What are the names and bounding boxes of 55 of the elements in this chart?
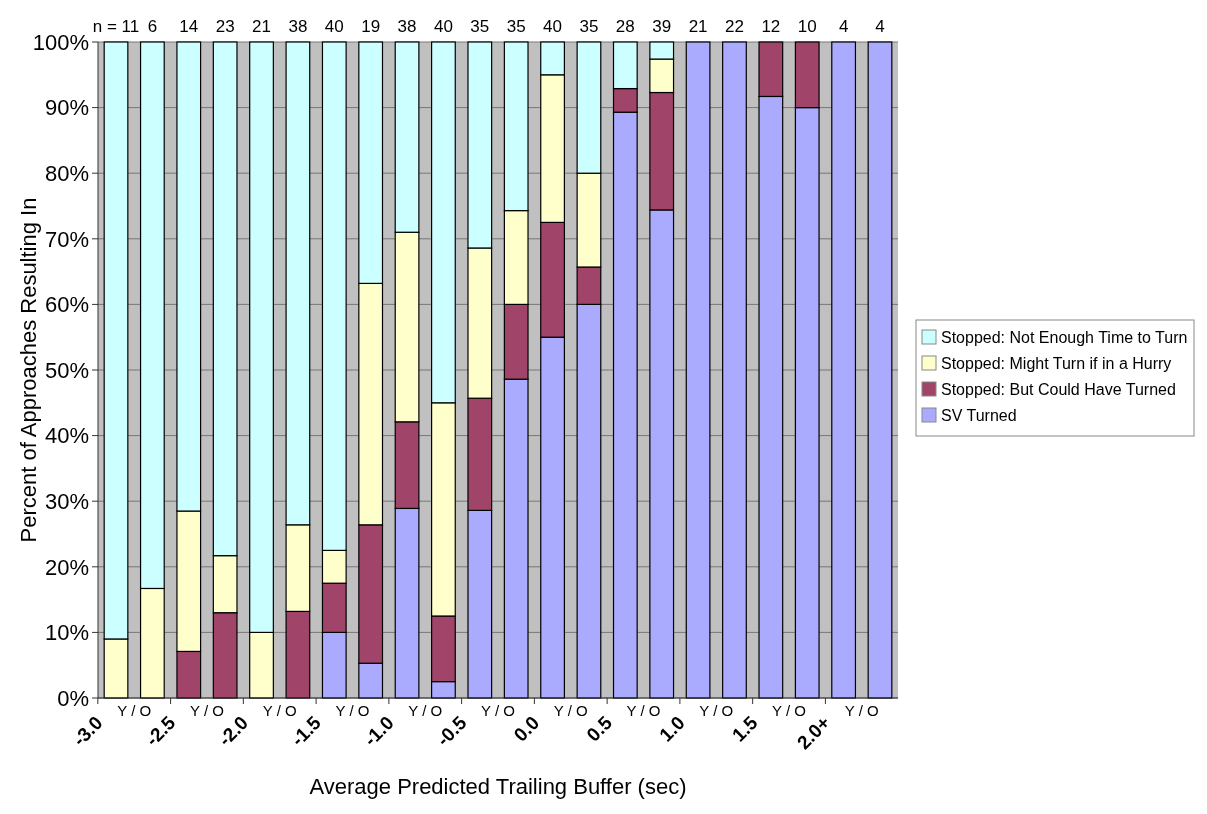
text: 28 bbox=[615, 17, 635, 36]
text: 35 bbox=[470, 17, 490, 36]
text: 38 bbox=[288, 17, 308, 36]
text: 23 bbox=[215, 17, 235, 36]
text: Y / O bbox=[481, 702, 515, 719]
text: 35 bbox=[506, 17, 526, 36]
legend-label: Stopped: Might Turn if in a Hurry bbox=[941, 354, 1172, 372]
text: Y / O bbox=[553, 702, 588, 719]
y-tick-label: 100% bbox=[32, 29, 89, 55]
bar bbox=[867, 41, 893, 699]
text: n = 11 bbox=[92, 17, 140, 36]
y-tick-label: 50% bbox=[44, 357, 89, 383]
y-tick-label: 90% bbox=[44, 95, 89, 121]
legend-label: SV Turned bbox=[941, 406, 1017, 424]
y-tick-label: 30% bbox=[44, 488, 89, 514]
text: 4 bbox=[838, 17, 849, 36]
y-tick-label: 60% bbox=[44, 292, 89, 318]
y-axis-title: Percent of Approaches Resulting In bbox=[16, 197, 41, 543]
text: Y / O bbox=[772, 702, 806, 719]
y-tick-label: 80% bbox=[44, 160, 89, 186]
y-tick-label: 0% bbox=[57, 685, 89, 711]
y-tick-label: 40% bbox=[44, 423, 89, 449]
y-tick-label: 20% bbox=[44, 554, 89, 580]
text: 14 bbox=[179, 17, 199, 36]
text: 21 bbox=[252, 17, 271, 36]
text: 10 bbox=[797, 17, 817, 36]
text: Y / O bbox=[844, 702, 879, 719]
text: Y / O bbox=[408, 702, 443, 719]
text: 12 bbox=[761, 17, 781, 36]
text: Y / O bbox=[626, 702, 661, 719]
text: -3.0 bbox=[68, 711, 107, 750]
text: 35 bbox=[579, 17, 599, 36]
text: 19 bbox=[361, 17, 381, 36]
text: 22 bbox=[725, 17, 744, 36]
text: 39 bbox=[652, 17, 672, 36]
text: 4 bbox=[875, 17, 885, 36]
bar bbox=[685, 41, 711, 699]
text: 38 bbox=[397, 17, 417, 36]
text: 6 bbox=[147, 17, 158, 36]
y-tick-label: 10% bbox=[44, 620, 89, 646]
bar bbox=[722, 41, 747, 699]
text: Y / O bbox=[335, 702, 370, 719]
text: 40 bbox=[324, 17, 344, 36]
text: Y / O bbox=[190, 702, 224, 719]
text: Y / O bbox=[117, 702, 152, 719]
bar bbox=[831, 41, 857, 699]
x-axis-title: Average Predicted Trailing Buffer (sec) bbox=[309, 774, 687, 799]
text: 40 bbox=[433, 17, 453, 36]
text: 40 bbox=[543, 17, 563, 36]
y-tick-label: 70% bbox=[44, 226, 89, 252]
text: 21 bbox=[688, 17, 708, 36]
text: Y / O bbox=[699, 702, 734, 719]
legend-label: Stopped: Not Enough Time to Turn bbox=[941, 328, 1188, 346]
text: Y / O bbox=[262, 702, 297, 719]
legend-label: Stopped: But Could Have Turned bbox=[941, 380, 1176, 398]
